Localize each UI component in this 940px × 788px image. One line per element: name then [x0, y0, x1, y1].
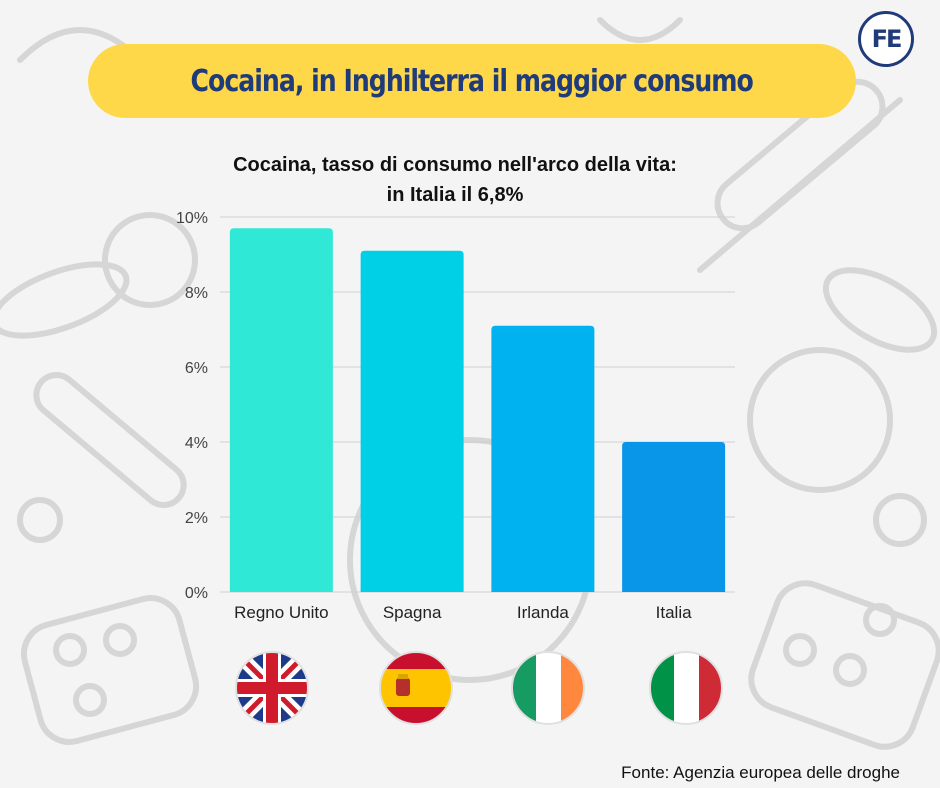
x-category-label: Italia	[656, 603, 692, 622]
x-category-label: Irlanda	[517, 603, 570, 622]
y-tick-label: 6%	[185, 360, 208, 377]
page-title: Cocaina, in Inghilterra il maggior consu…	[190, 63, 754, 99]
ireland-flag-icon	[511, 651, 585, 725]
italy-flag-icon	[649, 651, 723, 725]
y-tick-label: 0%	[185, 585, 208, 602]
chart-title-line-2: in Italia il 6,8%	[386, 184, 524, 206]
y-tick-label: 8%	[185, 285, 208, 302]
title-banner: Cocaina, in Inghilterra il maggior consu…	[88, 44, 856, 118]
bar	[229, 228, 333, 592]
chart-title: Cocaina, tasso di consumo nell'arco dell…	[150, 150, 760, 210]
chart-title-line-1: Cocaina, tasso di consumo nell'arco dell…	[233, 154, 677, 176]
y-tick-label: 4%	[185, 435, 208, 452]
logo-text: FE	[871, 25, 903, 53]
bar	[491, 325, 595, 592]
bar	[360, 250, 464, 592]
spain-flag-icon	[379, 651, 453, 725]
y-tick-label: 2%	[185, 510, 208, 527]
x-category-label: Spagna	[383, 603, 442, 622]
bar	[622, 442, 726, 592]
x-category-label: Regno Unito	[234, 603, 329, 622]
fe-logo-icon: FE	[858, 11, 914, 67]
source-note: Fonte: Agenzia europea delle droghe	[621, 763, 900, 782]
y-tick-label: 10%	[176, 210, 208, 227]
uk-flag-icon	[235, 651, 309, 725]
